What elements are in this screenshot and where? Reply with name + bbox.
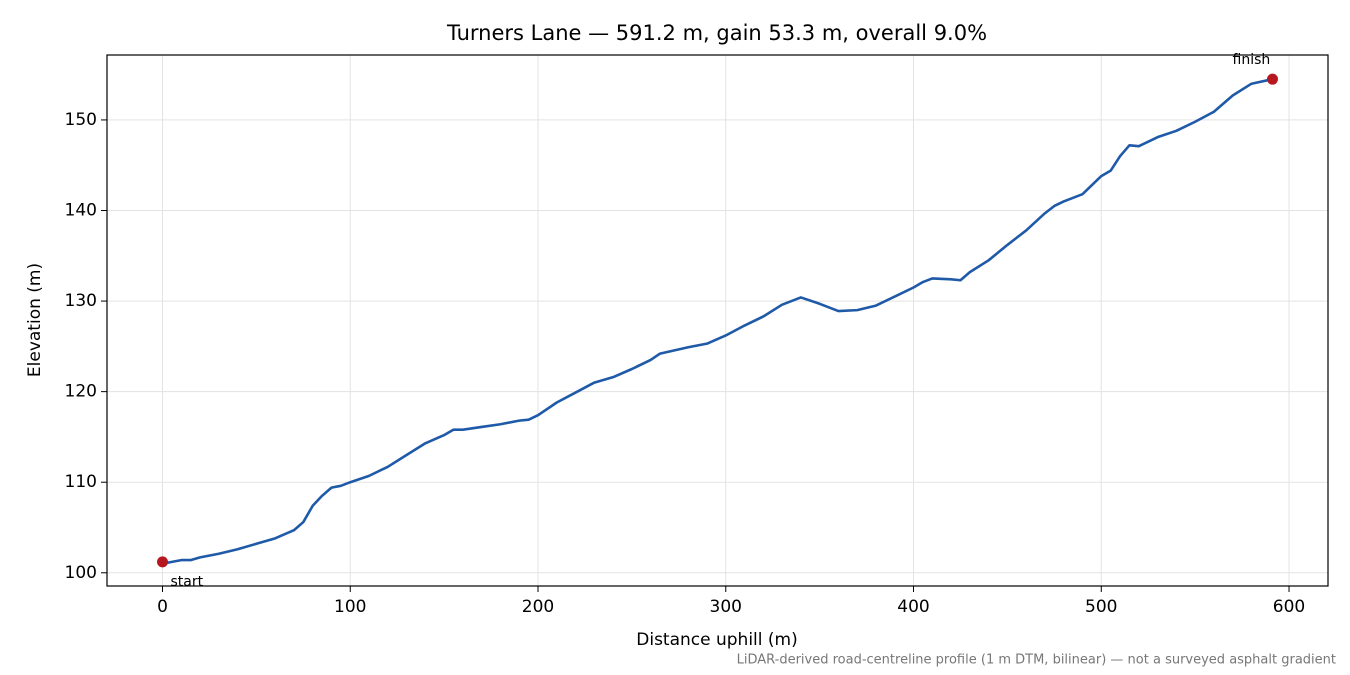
endpoint-marker bbox=[157, 556, 168, 568]
x-tick-label: 400 bbox=[897, 597, 929, 617]
y-axis-label: Elevation (m) bbox=[25, 263, 45, 377]
x-tick-label: 300 bbox=[710, 597, 742, 617]
plot-frame bbox=[106, 54, 1329, 587]
x-tick-label: 200 bbox=[522, 597, 554, 617]
x-tick-label: 500 bbox=[1085, 597, 1117, 617]
line bbox=[162, 77, 1273, 565]
x-tick-label: 600 bbox=[1273, 597, 1305, 617]
x-tick-label: 100 bbox=[334, 597, 366, 617]
y-tick-label: 130 bbox=[65, 291, 97, 311]
marker-label: finish bbox=[1233, 52, 1271, 68]
marker-label: start bbox=[171, 574, 204, 590]
y-tick-label: 150 bbox=[65, 110, 97, 130]
x-tick-label: 0 bbox=[157, 597, 168, 617]
y-tick-label: 140 bbox=[65, 201, 97, 221]
chart-title: Turners Lane — 591.2 m, gain 53.3 m, ove… bbox=[446, 21, 987, 45]
footnote: LiDAR-derived road-centreline profile (1… bbox=[737, 653, 1336, 668]
y-tick-label: 100 bbox=[65, 563, 97, 583]
x-axis-label: Distance uphill (m) bbox=[636, 630, 797, 650]
endpoint-marker bbox=[1267, 73, 1278, 85]
y-tick-label: 120 bbox=[65, 382, 97, 402]
y-tick-label: 110 bbox=[65, 472, 97, 492]
